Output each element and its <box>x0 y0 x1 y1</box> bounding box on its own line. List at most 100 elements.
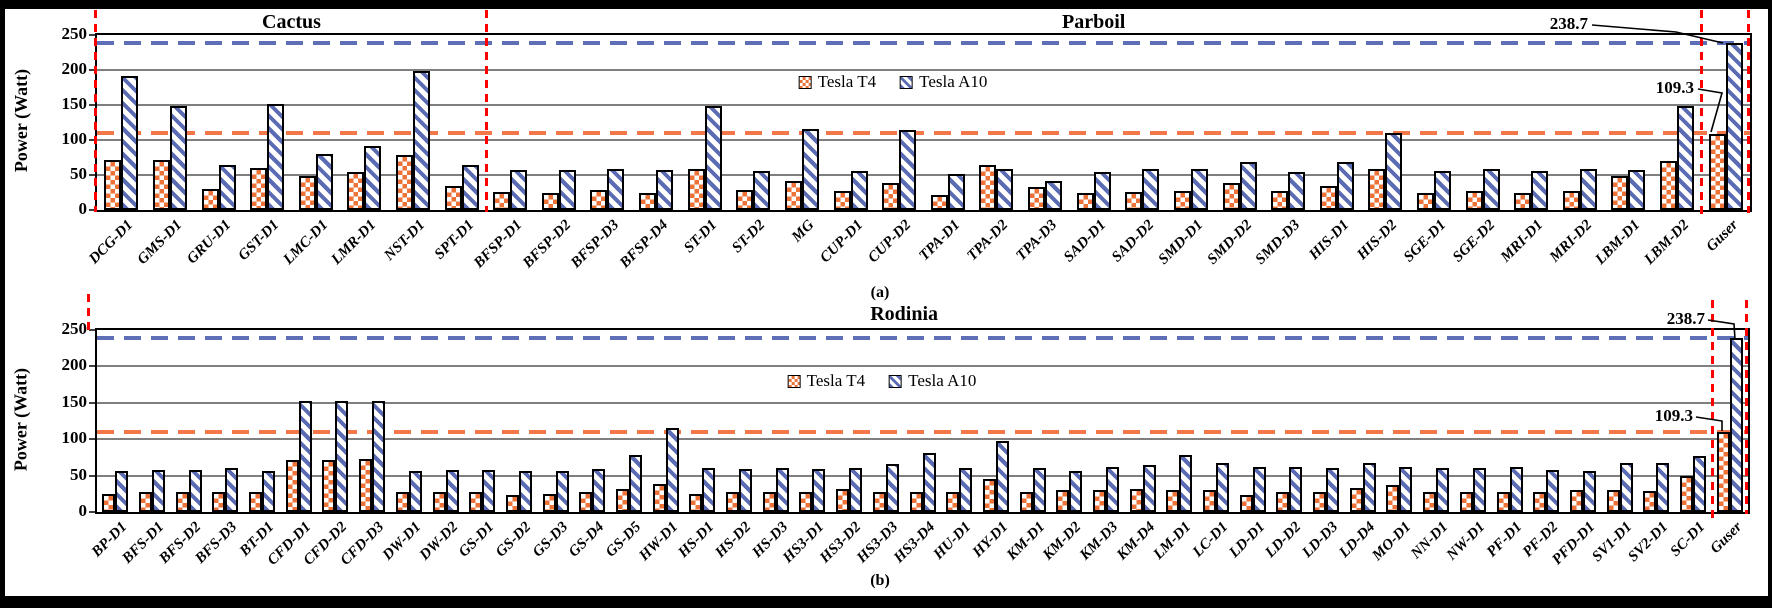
bar-tesla-a10 <box>739 469 753 512</box>
y-tick-label: 0 <box>78 199 88 218</box>
bar-tesla-t4 <box>1092 490 1106 512</box>
bar-tesla-t4 <box>249 492 263 512</box>
bar-tesla-a10 <box>922 453 936 512</box>
bar-tesla-t4 <box>444 185 462 210</box>
bar-tesla-t4 <box>1569 490 1583 512</box>
bar-tesla-a10 <box>298 400 312 512</box>
bar-tesla-a10 <box>1326 467 1340 512</box>
bar-tesla-a10 <box>518 471 532 512</box>
bar-tesla-t4 <box>1533 492 1547 512</box>
bar-tesla-t4 <box>152 159 170 210</box>
bar-tesla-a10 <box>959 468 973 512</box>
reference-line-238.7 <box>97 336 1748 341</box>
bar-tesla-a10 <box>115 470 129 512</box>
bar-tesla-a10 <box>1546 469 1560 512</box>
bar-tesla-t4 <box>1125 191 1143 210</box>
bar-tesla-t4 <box>833 191 851 210</box>
bar-tesla-a10 <box>1239 162 1257 210</box>
bar-tesla-a10 <box>1628 170 1646 210</box>
bar-tesla-a10 <box>1472 467 1486 512</box>
bar-tesla-a10 <box>1142 464 1156 512</box>
bar-tesla-a10 <box>628 455 642 512</box>
leader-b-109.3 <box>1695 416 1723 431</box>
bar-tesla-t4 <box>1611 175 1629 210</box>
legend-item: Tesla T4 <box>787 371 865 391</box>
bar-tesla-a10 <box>267 104 285 210</box>
annotation-109.3: 109.3 <box>1655 78 1694 97</box>
bar-tesla-t4 <box>395 492 409 512</box>
bar-tesla-a10 <box>812 469 826 512</box>
bar-tesla-t4 <box>930 195 948 210</box>
red-divider-line <box>1745 300 1748 514</box>
bar-tesla-a10 <box>899 129 917 210</box>
bar-tesla-a10 <box>1482 169 1500 210</box>
bar-tesla-t4 <box>979 165 997 210</box>
bar-tesla-a10 <box>1093 171 1111 210</box>
bar-tesla-t4 <box>1203 490 1216 512</box>
red-divider-line <box>1700 10 1703 220</box>
bar-tesla-a10 <box>996 169 1014 210</box>
y-tick-label: 100 <box>61 428 88 448</box>
bar-tesla-a10 <box>482 469 496 512</box>
bar-tesla-t4 <box>347 171 365 210</box>
bar-tesla-t4 <box>762 491 776 512</box>
annotation-238.7: 238.7 <box>1666 309 1705 328</box>
bar-tesla-a10 <box>1105 466 1119 512</box>
bar-tesla-a10 <box>656 170 674 210</box>
bar-tesla-a10 <box>445 469 459 512</box>
bar-tesla-a10 <box>188 469 202 512</box>
bar-tesla-t4 <box>579 491 593 512</box>
y-tick-mark <box>89 438 95 441</box>
bar-tesla-t4 <box>1416 192 1434 210</box>
y-tick-label: 150 <box>61 391 88 411</box>
bar-tesla-a10 <box>1729 338 1743 512</box>
tesla-t4-legend-marker <box>787 374 801 388</box>
y-tick-mark <box>89 69 95 71</box>
bar-tesla-t4 <box>1716 432 1730 512</box>
bar-tesla-a10 <box>152 469 166 512</box>
red-divider-line <box>87 294 90 331</box>
y-tick-label: 100 <box>61 129 88 148</box>
bar-tesla-t4 <box>469 492 483 512</box>
bar-tesla-a10 <box>1142 169 1160 210</box>
bar-tesla-t4 <box>1660 161 1678 210</box>
bar-tesla-a10 <box>995 440 1009 512</box>
bar-tesla-a10 <box>225 468 239 512</box>
bar-tesla-t4 <box>799 491 813 512</box>
y-tick-mark <box>89 474 95 477</box>
bar-tesla-t4 <box>689 493 703 512</box>
legend-item: Tesla T4 <box>798 72 876 92</box>
bar-tesla-a10 <box>1531 170 1549 210</box>
bar-tesla-t4 <box>1423 492 1437 512</box>
bar-tesla-t4 <box>872 491 886 512</box>
y-tick-label: 50 <box>70 464 87 484</box>
bar-tesla-a10 <box>1069 470 1083 512</box>
bar-tesla-a10 <box>1045 180 1063 210</box>
bar-tesla-t4 <box>590 190 608 210</box>
bar-tesla-t4 <box>946 492 960 512</box>
bar-tesla-t4 <box>1708 133 1726 210</box>
bar-tesla-a10 <box>121 76 139 210</box>
bar-tesla-t4 <box>1496 492 1510 512</box>
legend: Tesla T4 Tesla A10 <box>798 72 988 92</box>
leader-a-238.7 <box>1591 24 1724 44</box>
plot-area <box>95 328 1750 514</box>
bar-tesla-t4 <box>836 488 850 512</box>
y-tick-label: 250 <box>61 319 88 338</box>
bar-tesla-t4 <box>396 155 413 210</box>
y-tick-label: 0 <box>78 501 88 520</box>
bar-tesla-t4 <box>687 169 705 210</box>
bar-tesla-t4 <box>1643 490 1657 512</box>
bar-tesla-a10 <box>753 170 771 210</box>
bar-tesla-t4 <box>102 493 116 512</box>
red-divider-line <box>94 10 97 212</box>
bar-tesla-a10 <box>555 470 569 512</box>
bar-tesla-a10 <box>413 71 430 210</box>
bar-tesla-t4 <box>1276 491 1290 512</box>
bar-tesla-a10 <box>1436 467 1450 512</box>
bar-tesla-t4 <box>1459 492 1473 512</box>
legend-label: Tesla A10 <box>919 72 988 91</box>
bar-tesla-a10 <box>1582 470 1596 512</box>
